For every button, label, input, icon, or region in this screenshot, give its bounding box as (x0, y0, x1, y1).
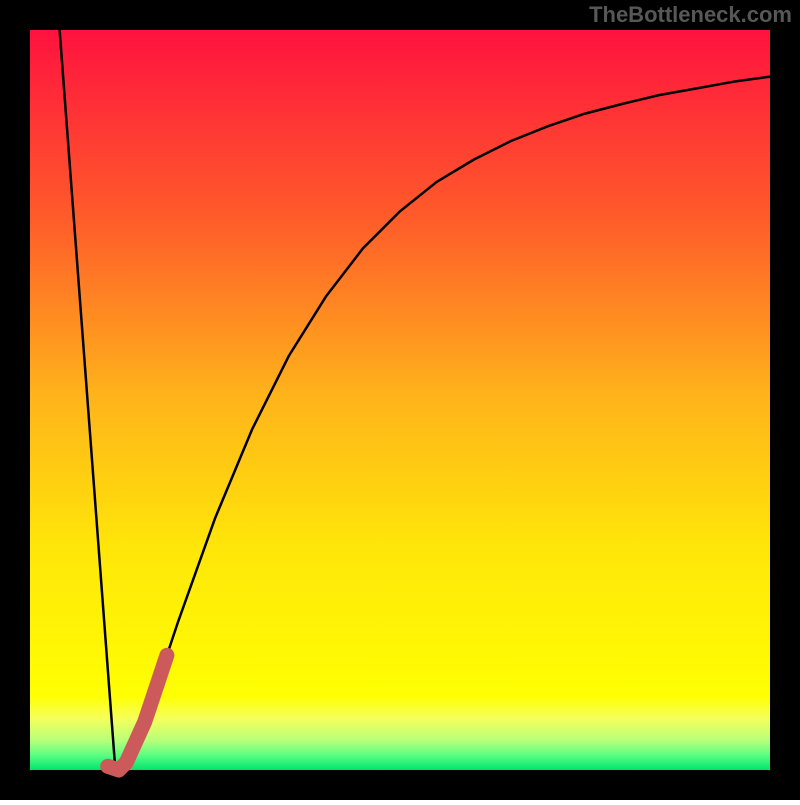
plot-background (30, 30, 770, 770)
chart-svg (0, 0, 800, 800)
watermark-text: TheBottleneck.com (589, 2, 792, 28)
chart-container: TheBottleneck.com (0, 0, 800, 800)
